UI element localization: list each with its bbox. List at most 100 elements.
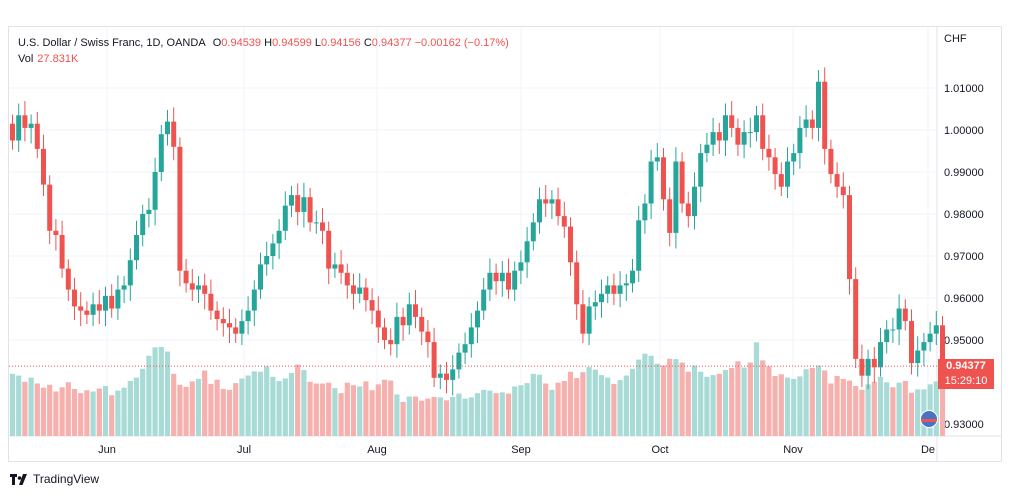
volume-bar xyxy=(133,377,140,436)
volume-bar xyxy=(195,378,202,436)
candle-body xyxy=(419,316,425,332)
volume-bar xyxy=(605,377,611,436)
y-tick-label: 0.93000 xyxy=(944,419,984,431)
candle-body xyxy=(84,310,90,315)
candle-body xyxy=(853,279,859,359)
candle-body xyxy=(196,285,201,290)
volume-bar xyxy=(778,374,784,436)
volume-bar xyxy=(313,383,319,436)
tradingview-brand[interactable]: TradingView xyxy=(10,472,99,486)
candle-body xyxy=(456,352,462,370)
candle-body xyxy=(586,306,592,334)
candle-body xyxy=(388,340,394,345)
volume-bar xyxy=(939,387,946,436)
volume-bar xyxy=(65,382,71,436)
volume-bar xyxy=(673,359,679,436)
candle-body xyxy=(425,331,431,343)
volume-bar xyxy=(474,393,481,436)
volume-bar xyxy=(388,380,394,436)
candle-body xyxy=(723,115,728,141)
candle-body xyxy=(692,186,697,217)
candle-body xyxy=(685,203,691,217)
candle-body xyxy=(630,270,635,284)
volume-bar xyxy=(183,386,189,436)
x-tick-label: Jul xyxy=(237,444,251,456)
candle-body xyxy=(747,132,753,134)
y-tick-label: 1.01000 xyxy=(944,83,984,95)
volume-bar xyxy=(357,386,363,436)
candle-body xyxy=(400,316,406,326)
candle-body xyxy=(165,121,170,135)
volume-bar xyxy=(40,387,47,436)
candle-body xyxy=(214,310,220,319)
candle-body xyxy=(667,199,673,233)
candle-body xyxy=(245,310,251,322)
candle-body xyxy=(580,304,586,334)
volume-bar xyxy=(753,342,760,436)
volume-bar xyxy=(400,401,406,436)
volume-bar xyxy=(276,380,282,436)
volume-bar xyxy=(611,383,617,436)
candle-body xyxy=(772,157,778,175)
volume-bar xyxy=(443,400,450,436)
candle-body xyxy=(276,230,282,244)
volume-bar xyxy=(908,392,915,436)
volume-bar xyxy=(189,381,195,436)
volume-bar xyxy=(636,359,642,436)
volume-value: 27.831K xyxy=(37,53,79,65)
candle-body xyxy=(487,272,493,290)
volume-bar xyxy=(34,383,40,436)
volume-bar xyxy=(140,368,146,436)
candle-body xyxy=(878,342,883,368)
candle-body xyxy=(543,199,549,204)
us-flag-icon[interactable] xyxy=(920,410,938,428)
volume-bar xyxy=(629,368,636,436)
volume-bar xyxy=(667,358,673,436)
candle-body xyxy=(295,195,301,212)
candle-body xyxy=(735,127,741,145)
volume-bar xyxy=(685,371,691,436)
candle-body xyxy=(599,293,604,303)
volume-bar xyxy=(890,387,896,436)
volume-bar xyxy=(16,375,22,436)
candle-body xyxy=(816,81,821,128)
volume-bar xyxy=(152,347,158,436)
candle-body xyxy=(921,342,927,351)
volume-bar xyxy=(450,396,456,436)
volume-bar xyxy=(815,365,822,436)
candle-body xyxy=(152,172,158,210)
volume-bar xyxy=(902,380,908,436)
volume-bar xyxy=(326,382,332,436)
volume-bar xyxy=(512,386,518,436)
symbol-name: U.S. Dollar / Swiss Franc, 1D, OANDA xyxy=(18,37,206,49)
candle-body xyxy=(766,148,772,158)
volume-bar xyxy=(735,361,741,436)
candle-body xyxy=(320,222,325,231)
candle-body xyxy=(307,197,313,223)
volume-bar xyxy=(456,393,462,436)
candle-body xyxy=(270,243,276,256)
volume-bar xyxy=(78,393,84,436)
volume-bar xyxy=(871,381,877,436)
volume-bar xyxy=(350,385,357,436)
candle-body xyxy=(289,195,294,206)
candle-body xyxy=(822,81,828,149)
volume-bar xyxy=(288,373,295,436)
x-tick-label: Jun xyxy=(98,444,116,456)
y-tick-label: 1.00000 xyxy=(944,125,984,137)
candle-body xyxy=(22,115,28,128)
volume-bar xyxy=(220,388,226,436)
volume-bar xyxy=(865,384,871,436)
volume-bar xyxy=(481,389,487,436)
candle-body xyxy=(109,295,115,309)
candle-body xyxy=(171,121,177,147)
candle-body xyxy=(512,270,518,290)
volume-bar xyxy=(530,373,536,436)
candle-body xyxy=(189,283,195,290)
change-value: −0.00162 (−0.17%) xyxy=(414,37,509,49)
candle-body xyxy=(282,205,288,231)
candle-body xyxy=(251,289,257,311)
volume-bar xyxy=(648,355,654,436)
volume-bar xyxy=(760,360,766,436)
